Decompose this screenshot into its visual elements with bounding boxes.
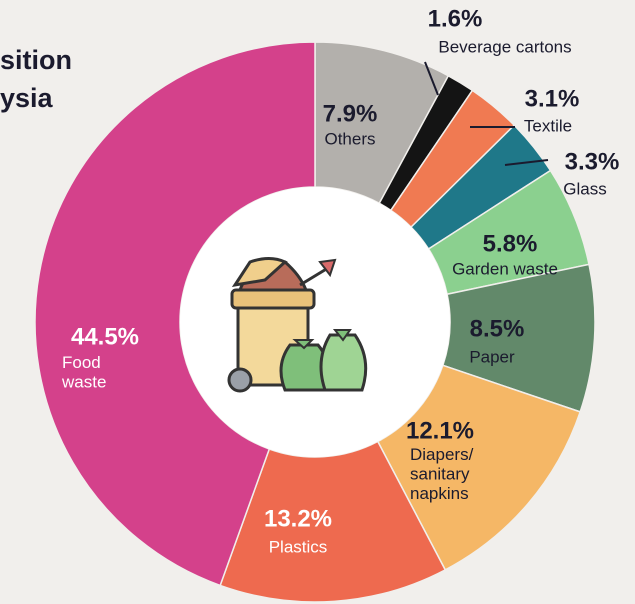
leader-line (504, 159, 549, 166)
value-label: 44.5% (71, 323, 139, 350)
value-label: 3.1% (525, 85, 580, 112)
category-label: Garden waste (452, 259, 558, 278)
value-label: 7.9% (323, 100, 378, 127)
value-label: 5.8% (483, 230, 538, 257)
chart-title: sition (0, 45, 72, 75)
labels: 7.9% Others 1.6% Beverage cartons 3.1% Textil… (61, 5, 619, 556)
value-label: 13.2% (264, 505, 332, 532)
value-label: 8.5% (470, 315, 525, 342)
value-label: 12.1% (406, 417, 474, 444)
leader-line (424, 61, 439, 96)
center-icon (180, 187, 450, 457)
value-label: 3.3% (565, 148, 620, 175)
chart-title: ysia (0, 83, 54, 113)
category-label: Paper (469, 347, 515, 366)
category-label: Glass (563, 179, 606, 198)
category-label: Food waste (61, 353, 106, 392)
donut (34, 41, 596, 603)
category-label: Others (324, 129, 375, 148)
category-label: Plastics (269, 537, 328, 556)
donut-segment (34, 41, 316, 587)
category-label: Beverage cartons (438, 37, 571, 56)
category-label: Diapers/ sanitary napkins (410, 445, 478, 503)
category-label: Textile (524, 116, 572, 135)
value-label: 1.6% (428, 5, 483, 32)
